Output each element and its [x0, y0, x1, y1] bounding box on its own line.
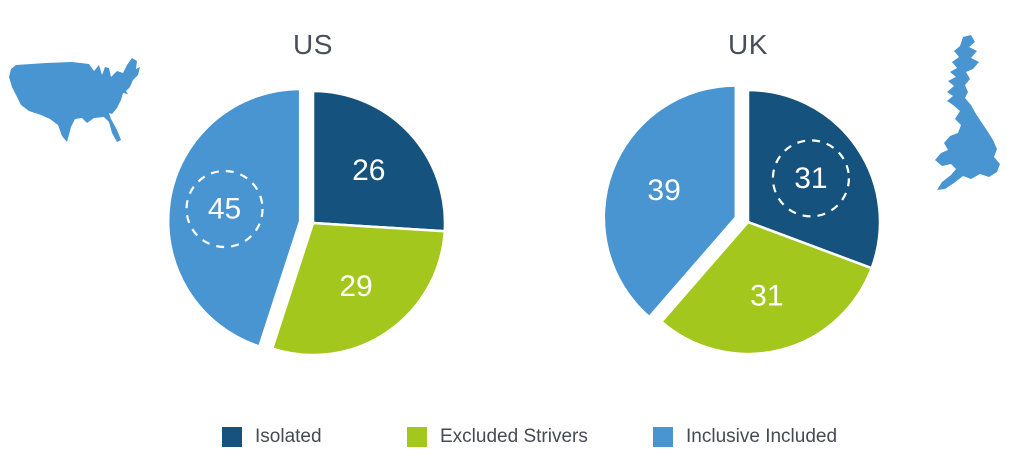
isolated-color-swatch — [222, 427, 242, 447]
legend: Isolated Excluded Strivers Inclusive Inc… — [0, 427, 1019, 449]
pie-value-label: 29 — [339, 270, 372, 303]
pie-value-label: 31 — [794, 162, 827, 195]
legend-label-excluded-strivers: Excluded Strivers — [440, 426, 588, 447]
legend-item-isolated: Isolated — [222, 427, 322, 447]
pie-slice-excluded-strivers — [660, 220, 873, 356]
pie-slice-isolated — [746, 88, 882, 270]
pie-value-label: 26 — [352, 154, 385, 187]
legend-item-inclusive-included: Inclusive Included — [653, 427, 837, 447]
pie-value-label: 31 — [750, 280, 783, 313]
us-chart-title: US — [293, 29, 333, 60]
pie-slice-inclusive-included — [602, 84, 738, 319]
pie-value-label: 45 — [208, 192, 241, 225]
legend-item-excluded-strivers: Excluded Strivers — [407, 427, 588, 447]
highlight-dashed-circle — [185, 169, 264, 249]
pie-slice-isolated — [311, 89, 447, 233]
pie-slice-inclusive-included — [166, 87, 302, 348]
legend-label-isolated: Isolated — [255, 426, 322, 447]
pie-value-label: 39 — [647, 174, 680, 207]
us-pie-chart: 26 29 45 — [166, 87, 447, 357]
uk-chart-title: UK — [728, 29, 768, 60]
inclusive-included-color-swatch — [653, 427, 673, 447]
legend-label-inclusive-included: Inclusive Included — [686, 426, 838, 447]
uk-map-icon — [935, 35, 1000, 190]
us-map-icon — [9, 58, 140, 142]
pie-slice-excluded-strivers — [270, 221, 446, 357]
excluded-strivers-color-swatch — [407, 427, 427, 447]
uk-pie-chart: 31 31 39 — [602, 84, 882, 356]
